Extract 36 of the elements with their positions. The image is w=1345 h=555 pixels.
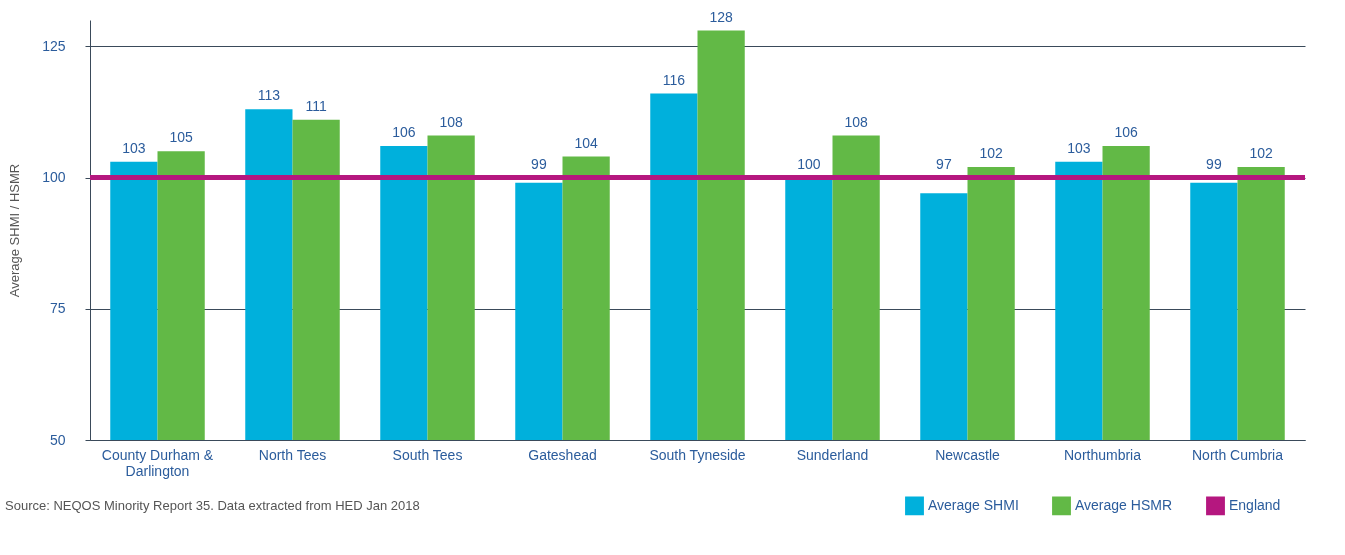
y-tick-label: 75 [49, 300, 66, 317]
source-note: Source: NEQOS Minority Report 35. Data extracted from HED Jan 2018 [5, 498, 420, 513]
data-label: 105 [169, 129, 194, 146]
data-label: 102 [979, 145, 1004, 161]
legend-label: Average SHMI [928, 496, 1019, 513]
data-label: 113 [257, 87, 281, 104]
data-label: 99 [531, 155, 547, 172]
x-tick-label: Northumbria [1063, 446, 1142, 463]
data-label: 102 [1249, 145, 1274, 161]
data-label: 104 [574, 134, 599, 151]
y-axis-title: Average SHMI / HSMR [7, 163, 23, 298]
data-label: 128 [709, 8, 734, 25]
x-tick-label: North Tees [258, 446, 327, 463]
x-tick-label: Gateshead [528, 446, 597, 463]
y-tick-label: 50 [49, 431, 66, 448]
data-label: 111 [305, 97, 327, 114]
data-label: 106 [392, 124, 416, 140]
data-label: 100 [797, 155, 821, 172]
x-tick-label: South Tyneside [649, 446, 746, 463]
legend-label: England [1229, 496, 1281, 513]
data-label: 108 [844, 113, 869, 130]
y-tick-label: 100 [42, 169, 66, 185]
data-label: 106 [1114, 124, 1139, 140]
x-tick-label: County Durham & Darlington [101, 446, 214, 479]
legend-label: Average HSMR [1075, 496, 1173, 513]
data-label: 99 [1206, 155, 1222, 172]
x-tick-label: Newcastle [935, 446, 1000, 463]
data-label: 103 [122, 139, 146, 156]
data-label: 103 [1067, 139, 1091, 156]
data-label: 97 [936, 155, 952, 172]
y-tick-label: 125 [42, 37, 66, 54]
data-label: 108 [439, 113, 464, 130]
x-tick-label: South Tees [392, 446, 463, 463]
x-tick-label: Sunderland [796, 446, 869, 463]
data-label: 116 [662, 71, 686, 88]
x-tick-label: North Cumbria [1191, 446, 1284, 463]
